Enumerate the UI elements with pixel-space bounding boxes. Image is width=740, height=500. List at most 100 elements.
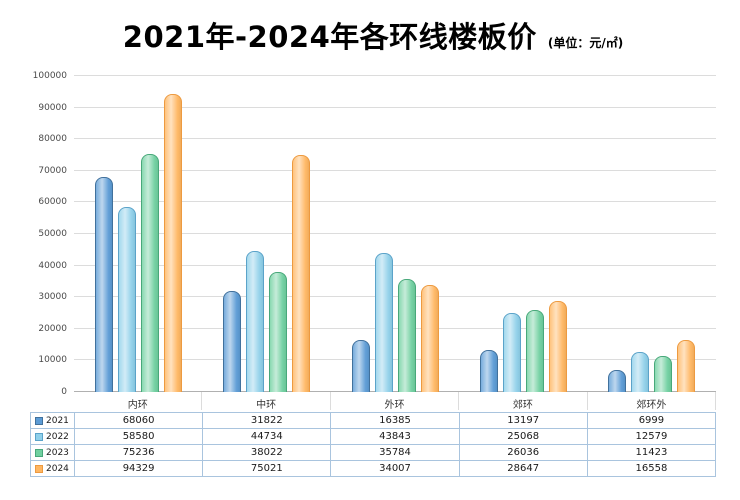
table-value: 28647 [459, 461, 588, 477]
gridline [74, 201, 716, 203]
plot-area [74, 75, 716, 392]
y-tick-label: 80000 [38, 134, 67, 145]
table-value: 34007 [331, 461, 460, 477]
table-value: 12579 [587, 429, 717, 445]
legend-label: 2023 [46, 447, 69, 458]
bar-2022-外环 [374, 253, 393, 392]
table-row-2022: 2022 58580 44734 43843 25068 12579 [31, 429, 717, 445]
y-tick-label: 40000 [38, 260, 67, 271]
table-value: 43843 [331, 429, 460, 445]
y-tick-label: 100000 [32, 71, 67, 81]
category-label-外环: 外环 [331, 392, 460, 411]
table-value: 26036 [459, 445, 588, 461]
bar-2024-内环 [163, 93, 182, 392]
bar-group-郊环 [459, 76, 587, 392]
bar-group-中环 [202, 76, 330, 392]
table-value: 58580 [75, 429, 204, 445]
y-tick-label: 70000 [38, 165, 67, 176]
gridline [74, 106, 716, 108]
legend-label: 2022 [46, 431, 69, 442]
gridline [74, 138, 716, 140]
table-row-2024: 2024 94329 75021 34007 28647 16558 [31, 461, 717, 477]
chart-title-text: 2021年-2024年各环线楼板价 [122, 20, 537, 54]
table-value: 25068 [459, 429, 588, 445]
bar-2023-郊环 [525, 309, 544, 392]
bar-2024-郊环外 [677, 339, 696, 392]
bar-group-郊环外 [588, 76, 716, 392]
table-value: 38022 [203, 445, 332, 461]
bar-2022-内环 [117, 206, 136, 392]
bar-2021-外环 [351, 340, 370, 392]
bar-2024-外环 [420, 284, 439, 392]
data-table: 2021 68060 31822 16385 13197 6999 2022 58580 447… [30, 412, 717, 477]
bar-2022-中环 [246, 250, 265, 392]
y-tick-label: 50000 [38, 229, 67, 239]
table-row-2021: 2021 68060 31822 16385 13197 6999 [31, 413, 717, 429]
legend-label: 2021 [46, 415, 69, 426]
bar-2021-郊环 [479, 350, 498, 392]
gridline [74, 169, 716, 171]
bar-chart: 0 10000 20000 30000 40000 50000 60000 70000 8000… [30, 71, 717, 477]
table-row-2023: 2023 75236 38022 35784 26036 11423 [31, 445, 717, 461]
x-axis: 内环 中环 外环 郊环 郊环外 [30, 392, 717, 411]
gridline [74, 327, 716, 329]
legend-cell-2022: 2022 [31, 429, 75, 445]
category-label-内环: 内环 [74, 392, 203, 411]
bar-2023-内环 [140, 154, 159, 392]
legend-cell-2021: 2021 [31, 413, 75, 429]
y-tick-label: 20000 [38, 323, 67, 334]
bar-2021-内环 [94, 176, 113, 392]
chart-unit-label: (单位：元/㎡) [547, 36, 624, 50]
bar-group-内环 [74, 76, 202, 392]
table-value: 16558 [587, 461, 717, 477]
table-value: 31822 [203, 413, 332, 429]
x-axis-line [74, 391, 716, 392]
gridline [74, 75, 716, 76]
legend-swatch-icon [35, 432, 43, 441]
bar-group-外环 [331, 76, 459, 392]
legend-swatch-icon [35, 416, 43, 425]
gridline [74, 264, 716, 266]
table-value: 35784 [331, 445, 460, 461]
table-value: 75236 [75, 445, 204, 461]
plot-row: 0 10000 20000 30000 40000 50000 60000 70000 8000… [30, 71, 716, 397]
legend-label: 2024 [46, 463, 69, 474]
table-value: 13197 [459, 413, 588, 429]
legend-cell-2024: 2024 [31, 461, 75, 477]
x-axis-labels: 内环 中环 外环 郊环 郊环外 [74, 392, 717, 411]
gridline [74, 359, 716, 361]
bar-2021-中环 [223, 291, 242, 392]
bar-2024-郊环 [548, 301, 567, 392]
legend-swatch-icon [35, 464, 43, 473]
table-value: 94329 [75, 461, 204, 477]
legend-swatch-icon [35, 448, 43, 457]
table-value: 6999 [587, 413, 717, 429]
category-label-中环: 中环 [202, 392, 331, 411]
x-axis-gutter [30, 392, 74, 410]
bar-2022-郊环外 [631, 352, 650, 392]
table-value: 11423 [587, 445, 717, 461]
table-value: 44734 [203, 429, 332, 445]
gridline [74, 296, 716, 298]
bar-2021-郊环外 [608, 369, 627, 392]
gridline [74, 233, 716, 234]
y-tick-label: 60000 [38, 197, 67, 208]
bar-2024-中环 [292, 154, 311, 392]
bar-2022-郊环 [502, 312, 521, 392]
y-tick-label: 0 [61, 387, 67, 397]
category-label-郊环外: 郊环外 [588, 392, 717, 411]
chart-title: 2021年-2024年各环线楼板价 (单位：元/㎡) [30, 14, 716, 56]
bar-2023-中环 [269, 271, 288, 392]
table-value: 16385 [331, 413, 460, 429]
y-axis: 0 10000 20000 30000 40000 50000 60000 70000 8000… [30, 71, 74, 397]
y-tick-label: 90000 [38, 102, 67, 113]
y-tick-label: 30000 [38, 292, 67, 303]
category-label-郊环: 郊环 [459, 392, 588, 411]
table-value: 68060 [75, 413, 204, 429]
table-value: 75021 [203, 461, 332, 477]
bar-2023-郊环外 [654, 355, 673, 392]
bar-2023-外环 [397, 278, 416, 392]
legend-cell-2023: 2023 [31, 445, 75, 461]
y-tick-label: 10000 [38, 355, 67, 366]
